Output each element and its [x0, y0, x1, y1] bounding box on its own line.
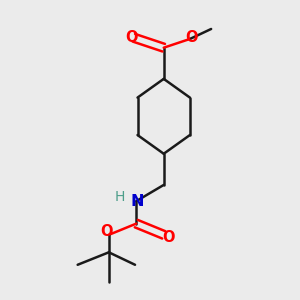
Text: O: O [163, 230, 175, 245]
Text: O: O [125, 30, 137, 45]
Text: H: H [115, 190, 125, 204]
Text: N: N [131, 194, 144, 209]
Text: O: O [100, 224, 112, 238]
Text: O: O [185, 30, 197, 45]
